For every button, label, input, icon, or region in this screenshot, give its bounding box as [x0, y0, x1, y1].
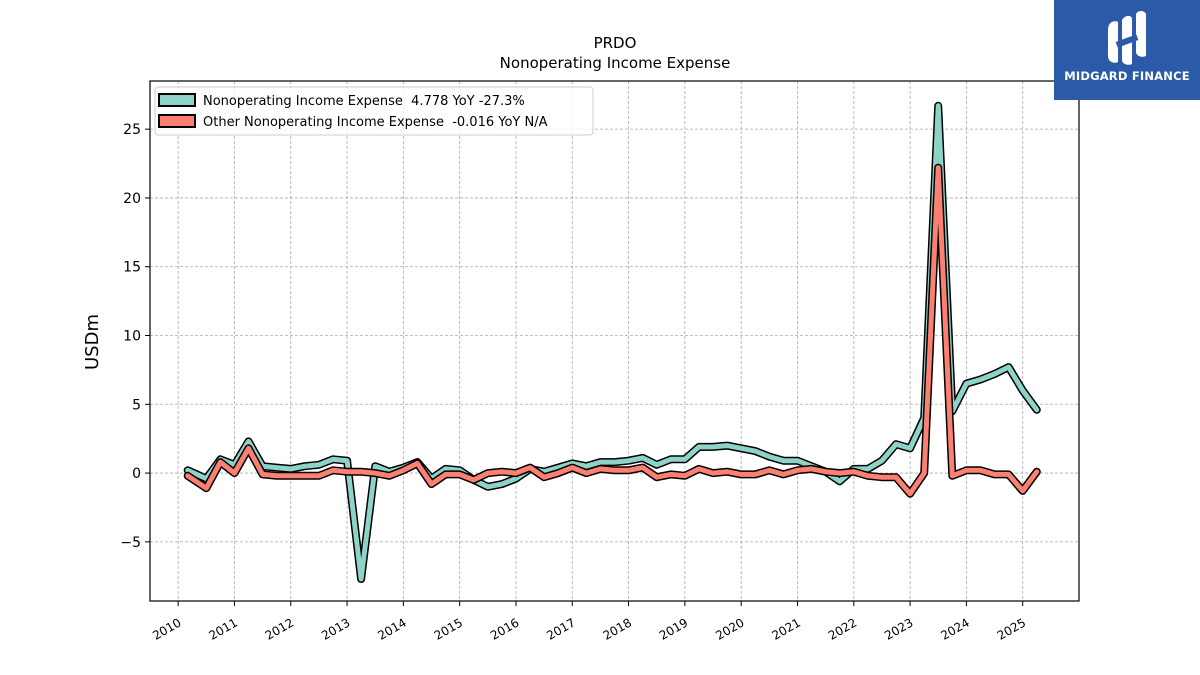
x-tick-label: 2010 [150, 615, 183, 642]
x-tick-label: 2014 [375, 615, 408, 642]
x-tick-label: 2023 [882, 615, 915, 642]
x-tick-label: 2013 [319, 615, 352, 642]
x-tick-label: 2020 [713, 615, 746, 642]
series-0-outline [183, 101, 1041, 583]
x-tick-label: 2024 [938, 615, 971, 642]
legend-frame [154, 86, 594, 136]
y-tick-label: 5 [132, 397, 141, 413]
y-tick-label: 15 [123, 260, 141, 276]
x-tick-label: 2011 [207, 615, 240, 642]
legend: Nonoperating Income Expense 4.778 YoY -2… [154, 86, 594, 136]
x-tick-label: 2018 [601, 615, 634, 642]
plot-frame [149, 80, 1080, 602]
x-tick-label: 2012 [263, 615, 296, 642]
legend-label-0: Nonoperating Income Expense 4.778 YoY -2… [203, 94, 525, 109]
brand-mark-icon [1108, 11, 1146, 65]
chart-subtitle: Nonoperating Income Expense [500, 54, 731, 72]
y-tick-label: −5 [120, 535, 141, 551]
legend-swatch-1 [158, 114, 196, 128]
x-tick-label: 2022 [826, 615, 859, 642]
x-tick-label: 2019 [657, 615, 690, 642]
series-layer [183, 101, 1041, 583]
x-tick-label: 2021 [770, 615, 803, 642]
tick-layer: 2010 2011 2012 2013 2014 2015 2016 2017 2018 2019… [120, 122, 1028, 643]
x-tick-label: 2025 [995, 615, 1028, 642]
series-0-line [185, 103, 1040, 582]
y-axis-label: USDm [82, 314, 103, 370]
brand-name: MIDGARD FINANCE [1064, 69, 1190, 83]
series-1-line [185, 165, 1040, 497]
legend-swatch-0 [158, 93, 196, 107]
x-tick-label: 2015 [432, 615, 465, 642]
y-tick-label: 25 [123, 122, 141, 138]
y-tick-label: 0 [132, 466, 141, 482]
grid [150, 81, 1079, 601]
brand-logo: MIDGARD FINANCE [1054, 0, 1200, 100]
y-tick-label: 10 [123, 328, 141, 344]
chart-title: PRDO [594, 34, 637, 52]
y-tick-label: 20 [123, 191, 141, 207]
x-tick-label: 2016 [488, 615, 521, 642]
x-tick-label: 2017 [544, 615, 577, 642]
legend-label-1: Other Nonoperating Income Expense -0.016… [203, 115, 548, 130]
